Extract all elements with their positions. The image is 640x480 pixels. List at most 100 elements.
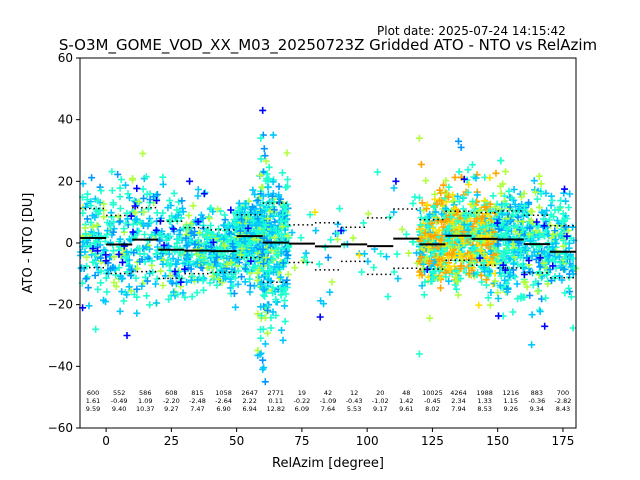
x-axis-label: RelAzim [degree] — [272, 456, 384, 471]
undefined — [123, 248, 131, 256]
undefined — [516, 253, 524, 261]
undefined — [457, 250, 464, 258]
undefined — [270, 206, 278, 214]
undefined — [179, 289, 187, 297]
undefined — [455, 168, 463, 176]
undefined — [120, 225, 128, 233]
undefined — [131, 232, 139, 240]
undefined — [481, 203, 489, 211]
undefined — [416, 194, 423, 202]
undefined — [94, 247, 102, 255]
x-tick-label: 125 — [421, 434, 444, 448]
undefined — [120, 297, 128, 305]
undefined — [182, 234, 190, 242]
undefined — [495, 247, 502, 255]
undefined — [456, 198, 464, 206]
undefined — [207, 204, 215, 212]
undefined — [232, 303, 239, 311]
undefined — [451, 204, 459, 212]
undefined — [390, 268, 398, 276]
undefined — [268, 247, 276, 254]
undefined — [237, 215, 245, 223]
undefined — [206, 279, 214, 287]
undefined — [257, 134, 265, 142]
undefined — [460, 175, 468, 183]
undefined — [264, 306, 272, 314]
undefined — [478, 278, 486, 286]
undefined — [527, 217, 535, 225]
undefined — [100, 296, 107, 304]
undefined — [143, 292, 151, 300]
undefined — [209, 208, 217, 216]
undefined — [327, 236, 335, 244]
undefined — [177, 278, 185, 286]
undefined — [199, 231, 207, 239]
undefined — [141, 273, 149, 281]
bin-mean-label: 1.61 — [86, 397, 100, 405]
undefined — [453, 285, 460, 293]
undefined — [252, 222, 260, 230]
undefined — [460, 221, 468, 229]
undefined — [203, 234, 211, 242]
undefined — [254, 196, 262, 204]
undefined — [264, 215, 272, 223]
undefined — [282, 184, 290, 191]
undefined — [116, 205, 124, 212]
undefined — [393, 250, 401, 258]
undefined — [116, 307, 124, 315]
undefined — [402, 230, 410, 238]
bin-count-label: 4264 — [450, 389, 467, 397]
undefined — [249, 217, 257, 225]
bin-count-label: 20 — [376, 389, 384, 397]
undefined — [441, 194, 449, 202]
undefined — [213, 262, 221, 270]
undefined — [262, 254, 270, 261]
undefined — [234, 241, 242, 249]
undefined — [460, 239, 468, 247]
undefined — [449, 191, 457, 199]
undefined — [123, 209, 131, 217]
undefined — [455, 137, 462, 145]
undefined — [140, 208, 148, 216]
undefined — [257, 280, 265, 288]
undefined — [132, 209, 139, 217]
undefined — [269, 178, 277, 186]
undefined — [501, 276, 509, 284]
undefined — [482, 222, 490, 230]
undefined — [509, 240, 517, 248]
undefined — [119, 258, 126, 266]
undefined — [497, 190, 505, 197]
bin-mean-label: -0.36 — [528, 397, 545, 405]
undefined — [174, 256, 182, 264]
bin-std-label: 6.94 — [242, 405, 256, 413]
undefined — [79, 180, 87, 188]
undefined — [258, 312, 266, 320]
undefined — [269, 131, 277, 139]
undefined — [279, 211, 287, 219]
undefined — [284, 243, 292, 251]
undefined — [434, 217, 442, 225]
undefined — [188, 293, 196, 301]
bin-std-label: 8.53 — [477, 405, 491, 413]
undefined — [364, 257, 372, 265]
undefined — [491, 203, 499, 211]
undefined — [291, 264, 299, 272]
undefined — [257, 334, 265, 342]
undefined — [159, 282, 167, 289]
undefined — [91, 272, 99, 279]
undefined — [258, 183, 266, 191]
undefined — [537, 180, 545, 188]
chart-title: S-O3M_GOME_VOD_XX_M03_20250723Z Gridded … — [59, 36, 597, 55]
undefined — [544, 253, 552, 261]
undefined — [136, 258, 144, 265]
undefined — [535, 203, 543, 211]
bin-mean-label: 2.22 — [242, 397, 256, 405]
undefined — [569, 223, 576, 231]
undefined — [119, 274, 126, 282]
undefined — [83, 196, 91, 203]
undefined — [528, 341, 536, 349]
undefined — [432, 239, 439, 247]
undefined — [159, 260, 167, 268]
bin-mean-label: 0.11 — [269, 397, 283, 405]
